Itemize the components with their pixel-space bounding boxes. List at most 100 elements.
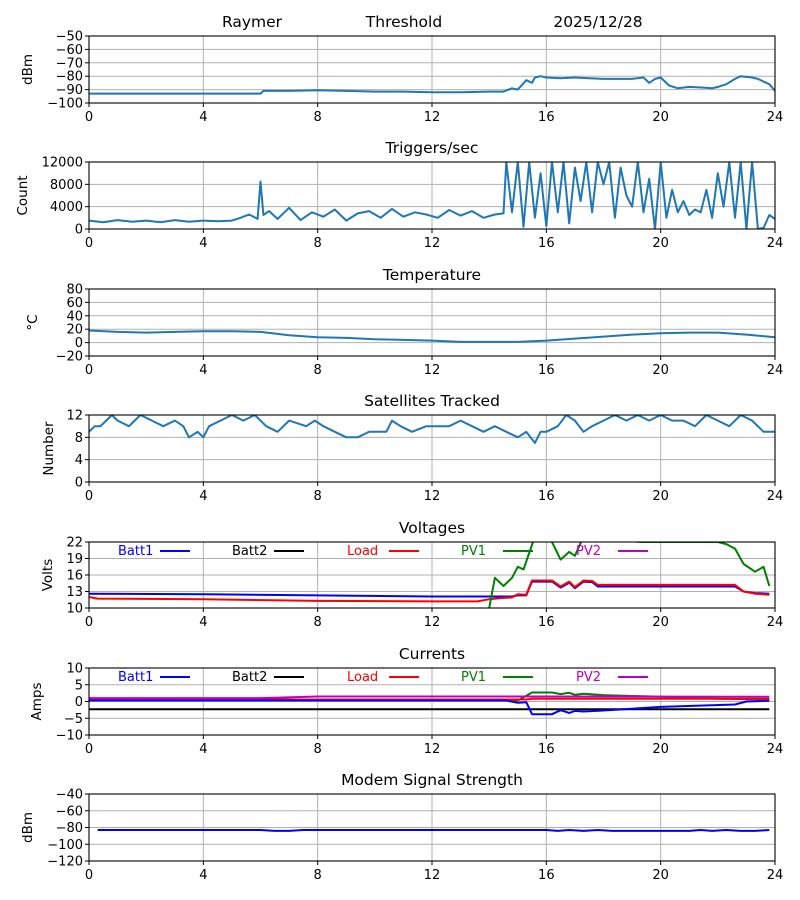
y-tick-label: −70 <box>56 56 83 71</box>
legend-label: Load <box>347 544 378 559</box>
x-tick-label: 16 <box>538 615 555 630</box>
series-group <box>97 829 770 832</box>
y-tick-label: 12000 <box>42 156 83 171</box>
x-tick-label: 8 <box>314 110 322 125</box>
x-tick-label: 16 <box>538 236 555 251</box>
y-tick-label: 20 <box>66 323 83 338</box>
legend-entry-pv1: PV1 <box>461 670 533 685</box>
x-tick-label: 0 <box>85 489 93 504</box>
y-tick-label: −80 <box>56 70 83 85</box>
site-name: Raymer <box>222 13 283 31</box>
panel-title: Modem Signal Strength <box>341 771 523 789</box>
y-tick-label: −60 <box>56 43 83 58</box>
x-tick-label: 16 <box>538 363 555 378</box>
y-tick-label: 19 <box>66 552 83 567</box>
x-tick-label: 12 <box>424 742 441 757</box>
panel-title: Triggers/sec <box>385 139 479 157</box>
x-tick-label: 0 <box>85 110 93 125</box>
x-tick-label: 20 <box>652 742 669 757</box>
y-tick-label: −20 <box>56 350 83 365</box>
legend-entry-batt1: Batt1 <box>118 670 190 685</box>
y-tick-label: 22 <box>66 536 83 551</box>
y-tick-label: −60 <box>56 804 83 819</box>
x-tick-label: 8 <box>314 868 322 883</box>
x-tick-label: 0 <box>85 615 93 630</box>
x-tick-label: 20 <box>652 236 669 251</box>
series-line-batt1 <box>89 580 770 598</box>
y-tick-label: −10 <box>56 729 83 744</box>
series-group <box>89 329 775 343</box>
y-tick-label: 0 <box>75 223 83 238</box>
x-tick-label: 0 <box>85 742 93 757</box>
y-tick-label: 10 <box>66 602 83 617</box>
series-group <box>89 415 775 444</box>
y-axis-label: °C <box>25 314 41 330</box>
y-tick-label: −120 <box>47 855 83 870</box>
y-axis-label: Volts <box>40 559 56 592</box>
x-tick-label: 12 <box>424 489 441 504</box>
legend-entry-pv2: PV2 <box>576 670 648 685</box>
legend-entry-pv2: PV2 <box>576 544 648 559</box>
legend-entry-pv1: PV1 <box>461 544 533 559</box>
y-axis-label: dBm <box>20 812 36 843</box>
series-line-triggers <box>89 162 775 229</box>
y-tick-label: −80 <box>56 821 83 836</box>
series-line-batt1 <box>89 699 770 716</box>
x-tick-label: 8 <box>314 615 322 630</box>
legend-label: PV1 <box>461 544 486 559</box>
series-line-temperature <box>89 329 775 343</box>
x-tick-label: 24 <box>767 236 784 251</box>
series-line-load <box>89 579 770 603</box>
x-tick-label: 8 <box>314 236 322 251</box>
series-line-modem <box>97 829 770 832</box>
legend-entry-batt2: Batt2 <box>232 544 304 559</box>
y-tick-label: 0 <box>75 476 83 491</box>
panel-threshold: 0 4 8 12 16 20 24 −100−90−80−70−60−50 dBm <box>20 30 783 126</box>
series-line-pv1 <box>488 542 771 608</box>
y-tick-label: 80 <box>66 283 83 298</box>
x-tick-label: 4 <box>199 363 207 378</box>
y-tick-label: 13 <box>66 585 83 600</box>
legend-label: PV1 <box>461 670 486 685</box>
x-tick-label: 4 <box>199 110 207 125</box>
x-tick-label: 4 <box>199 868 207 883</box>
x-tick-label: 4 <box>199 742 207 757</box>
panel-modem: 0 4 8 12 16 20 24 −120 −100 −80 −60−40 Modem Signal… <box>20 771 783 883</box>
x-tick-label: 12 <box>424 868 441 883</box>
panel-triggers: 0 4 8 12 16 20 24 0 4000 8000 12000 Triggers/sec Cou… <box>15 139 783 251</box>
series-group <box>89 162 775 229</box>
x-tick-label: 16 <box>538 742 555 757</box>
legend-label: Batt2 <box>232 544 267 559</box>
y-tick-label: 0 <box>75 336 83 351</box>
x-tick-label: 12 <box>424 363 441 378</box>
x-tick-label: 20 <box>652 489 669 504</box>
x-tick-label: 8 <box>314 742 322 757</box>
legend-label: Batt1 <box>118 670 153 685</box>
y-tick-label: −90 <box>56 83 83 98</box>
x-tick-label: 0 <box>85 363 93 378</box>
x-tick-label: 12 <box>424 236 441 251</box>
x-tick-label: 24 <box>767 363 784 378</box>
legend-entry-batt2: Batt2 <box>232 670 304 685</box>
y-tick-label: −40 <box>56 788 83 803</box>
y-tick-label: 16 <box>66 569 83 584</box>
panel-title: Currents <box>399 645 465 663</box>
x-tick-label: 20 <box>652 615 669 630</box>
x-tick-label: 12 <box>424 615 441 630</box>
y-tick-label: 10 <box>66 662 83 677</box>
x-tick-label: 8 <box>314 363 322 378</box>
legend-entry-batt1: Batt1 <box>118 544 190 559</box>
y-tick-label: 8 <box>75 431 83 446</box>
series-group <box>89 542 771 608</box>
y-tick-label: 0 <box>75 695 83 710</box>
x-tick-label: 20 <box>652 363 669 378</box>
x-tick-label: 16 <box>538 489 555 504</box>
x-tick-label: 4 <box>199 489 207 504</box>
y-tick-label: 12 <box>66 409 83 424</box>
figure-header: Raymer Threshold 2025/12/28 <box>222 13 643 31</box>
y-tick-label: 40 <box>66 309 83 324</box>
x-tick-label: 24 <box>767 615 784 630</box>
panel-title: Voltages <box>399 519 465 537</box>
y-tick-label: −50 <box>56 30 83 45</box>
